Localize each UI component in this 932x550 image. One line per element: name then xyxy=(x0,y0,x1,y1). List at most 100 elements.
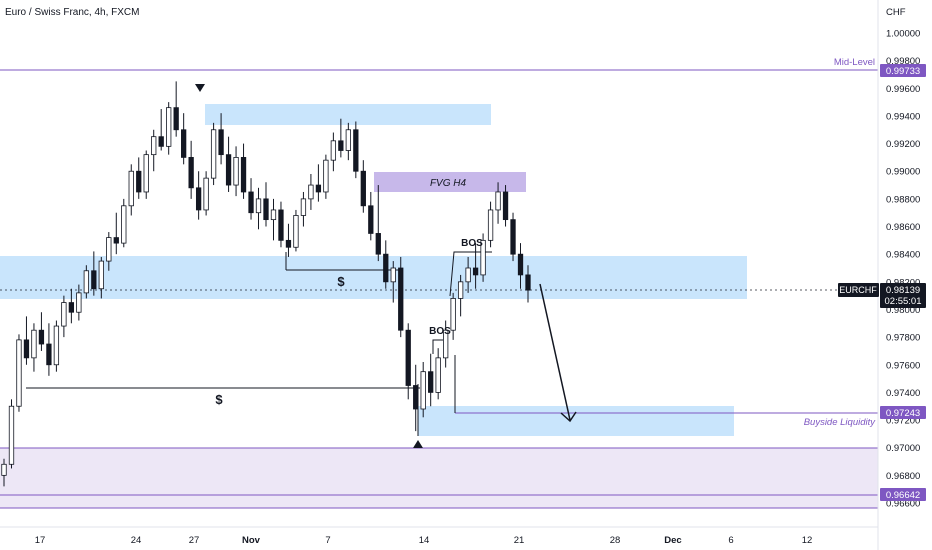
bullish-candle xyxy=(210,129,217,179)
candles xyxy=(1,81,531,487)
projection-arrow-line xyxy=(539,283,571,421)
bullish-candle xyxy=(495,191,501,211)
time-tick-label: 7 xyxy=(325,535,330,546)
bullish-candle xyxy=(443,329,449,359)
buyside-zone xyxy=(418,406,734,436)
time-tick-label: 14 xyxy=(419,535,430,546)
bearish-candle xyxy=(173,107,179,131)
buyside-price-text: 0.97243 xyxy=(886,408,920,419)
bearish-candle xyxy=(368,205,374,234)
time-tick-label: 24 xyxy=(131,535,142,546)
price-tick-label: 0.97600 xyxy=(886,360,920,371)
price-tick-label: 0.98000 xyxy=(886,305,920,316)
bearish-candle xyxy=(315,184,322,193)
buyside-price-badge xyxy=(880,406,926,419)
bearish-candle xyxy=(353,129,359,172)
bearish-candle xyxy=(405,329,411,386)
bullish-candle xyxy=(151,136,157,156)
bearish-candle xyxy=(23,339,30,359)
bearish-candle xyxy=(218,129,224,156)
bearish-candle xyxy=(398,267,404,331)
bos-upper-label: BOS xyxy=(461,238,483,249)
bullish-candle xyxy=(345,129,351,151)
bearish-candle xyxy=(428,371,434,393)
lower-purple-zone xyxy=(0,448,878,508)
bearish-candle xyxy=(375,233,381,255)
bullish-candle xyxy=(270,209,277,221)
price-ticks: 1.00000 0.99800 0.99600 0.99400 0.99200 0.990… xyxy=(886,29,920,510)
currency-label: CHF xyxy=(886,7,906,18)
price-tick-label: 0.99400 xyxy=(886,111,920,122)
bullish-candle xyxy=(31,329,37,359)
ticker-badge xyxy=(838,283,879,297)
midlevel-price-badge xyxy=(880,64,926,77)
bullish-candle xyxy=(457,281,464,299)
fvg-zone xyxy=(374,172,526,192)
price-tick-label: 0.96600 xyxy=(886,499,920,510)
price-tick-label: 0.98800 xyxy=(886,194,920,205)
bearish-candle xyxy=(248,191,254,214)
price-tick-label: 1.00000 xyxy=(886,29,920,40)
time-tick-label: 28 xyxy=(610,535,621,546)
bullish-candle xyxy=(106,237,112,262)
bearish-candle xyxy=(472,267,479,276)
bullish-candle xyxy=(76,292,82,313)
time-axis[interactable]: 17 24 27 Nov 7 14 21 28 Dec 6 12 xyxy=(35,535,813,546)
bullish-candle xyxy=(83,270,89,294)
bullish-candle xyxy=(166,107,172,147)
bearish-candle xyxy=(158,136,164,147)
dollar-upper-label: $ xyxy=(337,274,345,289)
bos-upper-line xyxy=(449,251,492,297)
bearish-candle xyxy=(360,170,366,207)
bearish-candle xyxy=(68,302,75,313)
countdown-text: 02:55:01 xyxy=(885,296,922,307)
bearish-candle xyxy=(502,191,509,221)
time-tick-label: 21 xyxy=(514,535,525,546)
bearish-candle xyxy=(136,170,142,193)
bearish-candle xyxy=(240,157,247,193)
bearish-candle xyxy=(278,209,284,241)
price-tick-label: 0.96800 xyxy=(886,471,920,482)
price-axis-panel[interactable] xyxy=(878,0,932,550)
current-price-text: 0.98139 xyxy=(886,285,920,296)
current-price-badge xyxy=(880,283,926,308)
price-tick-label: 0.97400 xyxy=(886,388,920,399)
bearish-candle xyxy=(188,157,194,189)
bullish-candle xyxy=(487,209,494,241)
bos-lower-line xyxy=(432,339,446,354)
bullish-candle xyxy=(308,184,314,200)
bullish-candle xyxy=(203,177,209,211)
price-tick-label: 0.97000 xyxy=(886,443,920,454)
time-tick-label: 12 xyxy=(802,535,813,546)
bullish-candle xyxy=(121,205,127,244)
time-tick-label: 17 xyxy=(35,535,46,546)
ticker-text: EURCHF xyxy=(839,285,877,295)
mid-level-label: Mid-Level xyxy=(834,57,875,68)
bearish-candle xyxy=(525,274,531,291)
price-tick-label: 0.99200 xyxy=(886,139,920,150)
low-level-price-text: 0.96642 xyxy=(886,490,920,501)
time-tick-label: Nov xyxy=(242,535,261,546)
bearish-candle xyxy=(285,239,292,248)
price-tick-label: 0.99000 xyxy=(886,167,920,178)
bearish-candle xyxy=(338,140,344,151)
bullish-candle xyxy=(61,302,67,327)
bearish-candle xyxy=(38,329,45,345)
bearish-candle xyxy=(46,343,52,366)
fvg-label: FVG H4 xyxy=(430,178,467,189)
mid-demand-zone xyxy=(0,256,747,299)
bearish-candle xyxy=(91,270,97,290)
bearish-candle xyxy=(413,385,419,410)
upper-supply-zone xyxy=(205,104,491,125)
bearish-candle xyxy=(517,253,524,276)
bullish-candle xyxy=(143,154,149,193)
time-tick-label: 27 xyxy=(189,535,200,546)
bearish-candle xyxy=(510,219,516,255)
bearish-candle xyxy=(181,129,187,158)
bullish-candle xyxy=(16,339,22,407)
bos-lower-label: BOS xyxy=(429,326,451,337)
bullish-candle xyxy=(255,198,262,214)
buyside-liquidity-label: Buyside Liquidity xyxy=(804,417,877,428)
bullish-candle xyxy=(323,159,329,193)
